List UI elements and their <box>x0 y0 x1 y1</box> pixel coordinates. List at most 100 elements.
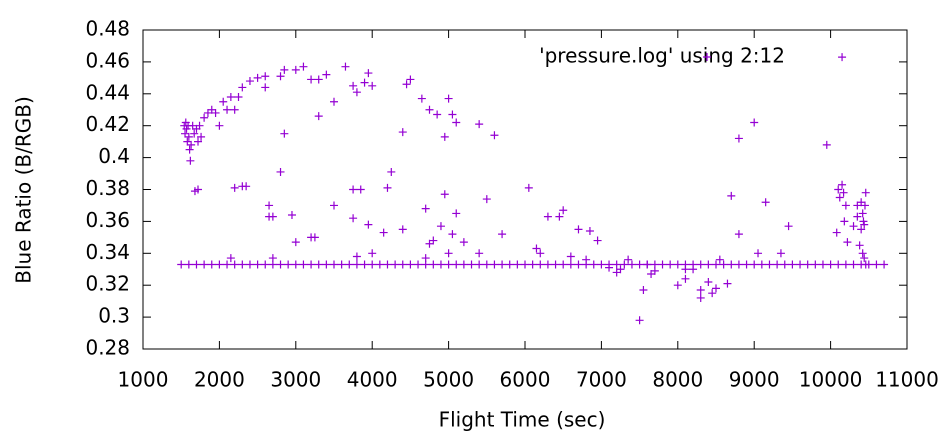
point <box>219 97 228 106</box>
point <box>643 260 652 269</box>
point <box>818 260 827 269</box>
point <box>639 285 648 294</box>
point <box>543 260 552 269</box>
point <box>784 222 793 231</box>
point <box>780 260 789 269</box>
point <box>444 94 453 103</box>
point <box>187 140 196 149</box>
point <box>425 105 434 114</box>
point <box>383 260 392 269</box>
point <box>261 72 270 81</box>
point <box>364 220 373 229</box>
point <box>459 260 468 269</box>
point <box>452 260 461 269</box>
point <box>184 132 193 141</box>
point <box>215 121 224 130</box>
point <box>773 260 782 269</box>
point <box>440 190 449 199</box>
x-tick-label: 3000 <box>270 368 321 392</box>
point <box>459 238 468 247</box>
point <box>796 260 805 269</box>
point <box>330 260 338 269</box>
point <box>452 118 461 127</box>
point <box>605 260 614 269</box>
point <box>190 129 199 138</box>
point <box>566 260 575 269</box>
point <box>712 260 720 269</box>
point <box>834 260 843 269</box>
y-tick-label: 0.34 <box>85 240 130 264</box>
point <box>322 70 331 79</box>
y-tick-label: 0.42 <box>85 112 130 136</box>
point <box>858 209 867 218</box>
point <box>242 182 251 191</box>
point <box>291 260 300 269</box>
point <box>727 260 736 269</box>
point <box>757 260 766 269</box>
point <box>230 105 239 114</box>
point <box>734 230 743 239</box>
point <box>864 260 873 269</box>
point <box>197 132 206 141</box>
point <box>253 73 262 82</box>
point <box>742 260 751 269</box>
point <box>566 252 575 261</box>
point <box>855 241 864 250</box>
x-tick-label: 6000 <box>500 368 551 392</box>
x-tick-label: 2000 <box>194 368 245 392</box>
point <box>352 88 361 97</box>
point <box>719 260 728 269</box>
point <box>345 260 354 269</box>
point <box>858 249 867 258</box>
point <box>838 53 847 62</box>
point <box>734 260 743 269</box>
plot-frame <box>142 29 908 350</box>
point <box>712 284 720 293</box>
point <box>811 260 820 269</box>
point <box>387 167 396 176</box>
point <box>696 285 705 294</box>
point <box>444 260 453 269</box>
x-tick-label: 8000 <box>652 368 703 392</box>
point <box>414 260 423 269</box>
x-tick-label: 4000 <box>347 368 398 392</box>
point <box>349 214 358 223</box>
point <box>704 260 713 269</box>
point <box>398 260 407 269</box>
point <box>230 183 239 192</box>
point <box>860 254 869 263</box>
point <box>356 185 365 194</box>
point <box>368 81 377 90</box>
point <box>834 185 843 194</box>
x-tick-label: 9000 <box>729 368 780 392</box>
point <box>429 236 438 245</box>
point <box>238 260 247 269</box>
point <box>223 260 232 269</box>
point <box>467 260 476 269</box>
point <box>673 260 682 269</box>
point <box>391 260 400 269</box>
y-tick-label: 0.48 <box>85 17 130 41</box>
x-tick-label: 5000 <box>423 368 474 392</box>
point <box>360 78 369 87</box>
point <box>482 195 491 204</box>
point <box>261 260 270 269</box>
y-axis-label: Blue Ratio (B/RGB) <box>12 96 36 284</box>
point <box>234 92 243 101</box>
point <box>681 260 690 269</box>
point <box>857 225 866 234</box>
y-tick-label: 0.46 <box>85 48 130 72</box>
point <box>776 249 785 258</box>
point <box>398 128 407 137</box>
point <box>215 260 224 269</box>
point <box>330 201 338 210</box>
point <box>440 132 449 141</box>
point <box>627 260 636 269</box>
point <box>681 274 690 283</box>
point <box>505 260 514 269</box>
point <box>299 62 308 71</box>
point <box>383 183 392 192</box>
point <box>368 260 377 269</box>
point <box>532 244 541 253</box>
x-tick-label: 11000 <box>875 368 939 392</box>
